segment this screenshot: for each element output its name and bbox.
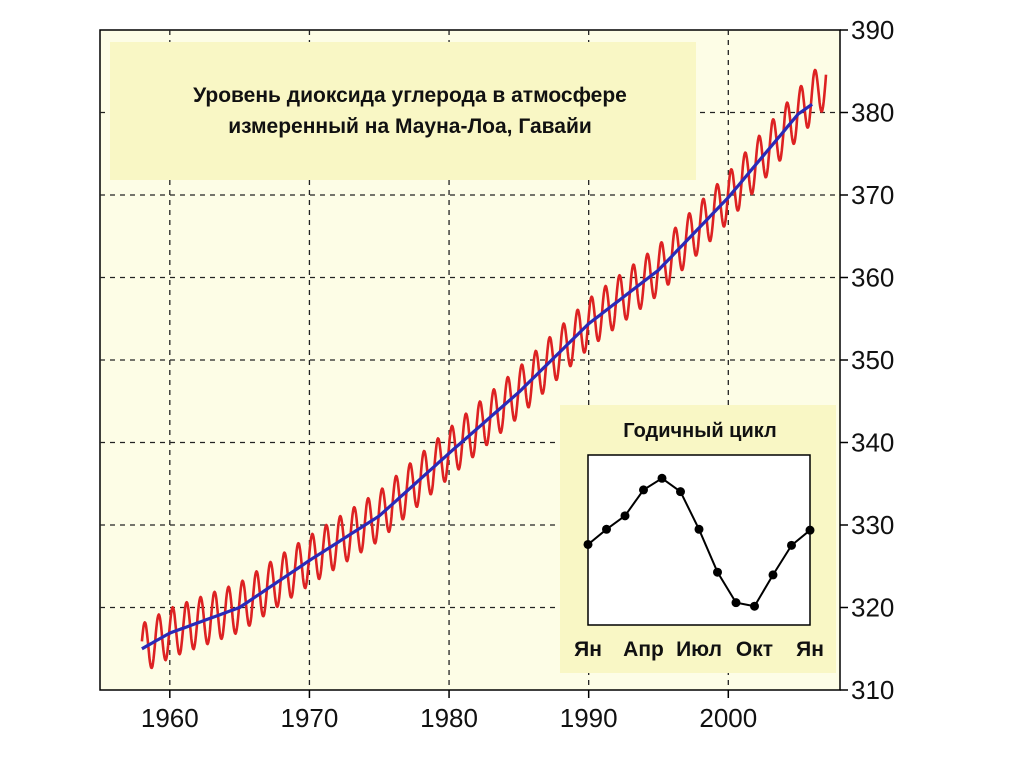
x-tick-label: 1970 bbox=[281, 703, 339, 733]
y-tick-label: 380 bbox=[851, 98, 894, 128]
inset-point bbox=[639, 485, 648, 495]
grid-lines bbox=[100, 30, 840, 690]
series-line-monthly bbox=[140, 68, 828, 670]
inset-point bbox=[750, 601, 759, 611]
inset-point bbox=[657, 473, 667, 483]
inset-x-tick-label: Ян bbox=[574, 638, 602, 661]
inset-point bbox=[768, 570, 778, 580]
inset-point bbox=[620, 511, 630, 521]
series-line-trend bbox=[141, 102, 814, 651]
chart-title-line-2: измеренный на Мауна-Лоа, Гавайи bbox=[228, 115, 592, 138]
inset-plot-frame bbox=[587, 454, 811, 626]
y-tick-label: 360 bbox=[851, 263, 894, 293]
inset-point bbox=[731, 598, 741, 608]
y-tick-label: 390 bbox=[851, 15, 894, 45]
inset-x-tick-label: Окт bbox=[736, 638, 773, 661]
x-tick-label: 2000 bbox=[699, 703, 757, 733]
inset-point bbox=[583, 539, 593, 549]
y-tick-label: 350 bbox=[851, 345, 894, 375]
inset-point bbox=[602, 524, 611, 534]
inset-x-tick-label: Апр bbox=[623, 638, 664, 661]
inset-point bbox=[676, 487, 685, 497]
chart-title-line-1: Уровень диоксида углерода в атмосфере bbox=[193, 84, 627, 107]
title-box bbox=[110, 42, 696, 180]
inset-x-tick-label: Ян bbox=[796, 638, 824, 661]
inset-point bbox=[713, 567, 722, 577]
y-tick-label: 310 bbox=[851, 675, 894, 705]
y-tick-label: 330 bbox=[851, 510, 894, 540]
inset-x-axis-ticks: Ян Апр Июл Окт Ян bbox=[574, 638, 824, 661]
y-tick-label: 340 bbox=[851, 428, 894, 458]
inset-point bbox=[805, 525, 815, 535]
x-axis-ticks: 1960 1970 1980 1990 2000 bbox=[141, 690, 757, 733]
x-tick-label: 1980 bbox=[420, 703, 478, 733]
inset-point bbox=[694, 524, 704, 534]
x-tick-label: 1990 bbox=[560, 703, 618, 733]
inset-title: Годичный цикл bbox=[623, 420, 776, 442]
inset-series bbox=[583, 473, 815, 611]
x-tick-label: 1960 bbox=[141, 703, 199, 733]
inset-point bbox=[787, 540, 796, 550]
y-tick-label: 370 bbox=[851, 180, 894, 210]
series-lines bbox=[140, 68, 828, 670]
y-tick-label: 320 bbox=[851, 593, 894, 623]
inset-x-tick-label: Июл bbox=[676, 638, 722, 661]
y-axis-ticks: 310 320 330 340 350 360 370 380 390 bbox=[840, 15, 894, 705]
